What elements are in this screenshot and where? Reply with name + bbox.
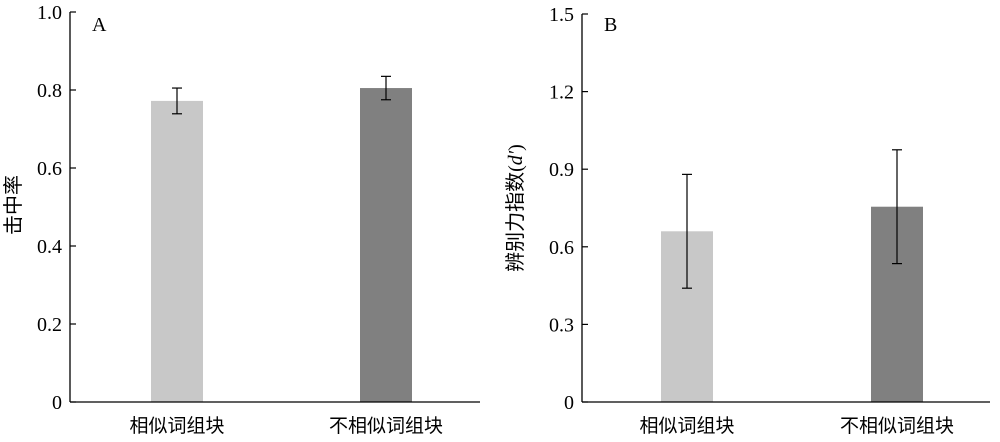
y-axis-title: 击中率	[2, 175, 25, 235]
y-axis-title-main: 辨别力指数(	[504, 165, 527, 272]
y-tick-label: 0.4	[37, 236, 62, 258]
panel-label: A	[92, 14, 107, 36]
y-axis-title: 辨别力指数(d′)	[504, 144, 527, 272]
x-tick-label: 不相似词组块	[329, 415, 443, 437]
y-tick-label: 1.0	[37, 2, 62, 24]
bar	[360, 88, 412, 403]
y-tick-label: 0.6	[37, 158, 62, 180]
y-tick-label: 0.2	[37, 314, 62, 336]
y-tick-label: 0	[564, 392, 574, 414]
x-tick-label: 不相似词组块	[840, 415, 954, 437]
y-tick-label: 1.5	[549, 4, 574, 26]
x-tick-label: 相似词组块	[129, 415, 224, 437]
y-tick-label: 0.6	[549, 237, 574, 259]
y-tick-label: 0.3	[549, 314, 574, 336]
bar	[151, 100, 203, 403]
y-tick-label: 1.2	[549, 82, 574, 104]
panel-label: B	[604, 14, 617, 36]
y-axis-title-italic: d′	[505, 150, 527, 165]
panel-b: 0 0.3 0.6 0.9 1.2 1.5 相似词组块 不相似词组块 B 辨别力指数(d′)	[504, 4, 990, 437]
y-tick-label: 0	[52, 392, 62, 414]
x-tick-label: 相似词组块	[639, 415, 734, 437]
y-tick-label: 0.9	[549, 159, 574, 181]
panel-a: 0 0.2 0.4 0.6 0.8 1.0 相似词组块 不相似词组块 A 击中率	[2, 2, 480, 437]
y-axis-title-close: )	[505, 144, 527, 151]
y-tick-label: 0.8	[37, 80, 62, 102]
